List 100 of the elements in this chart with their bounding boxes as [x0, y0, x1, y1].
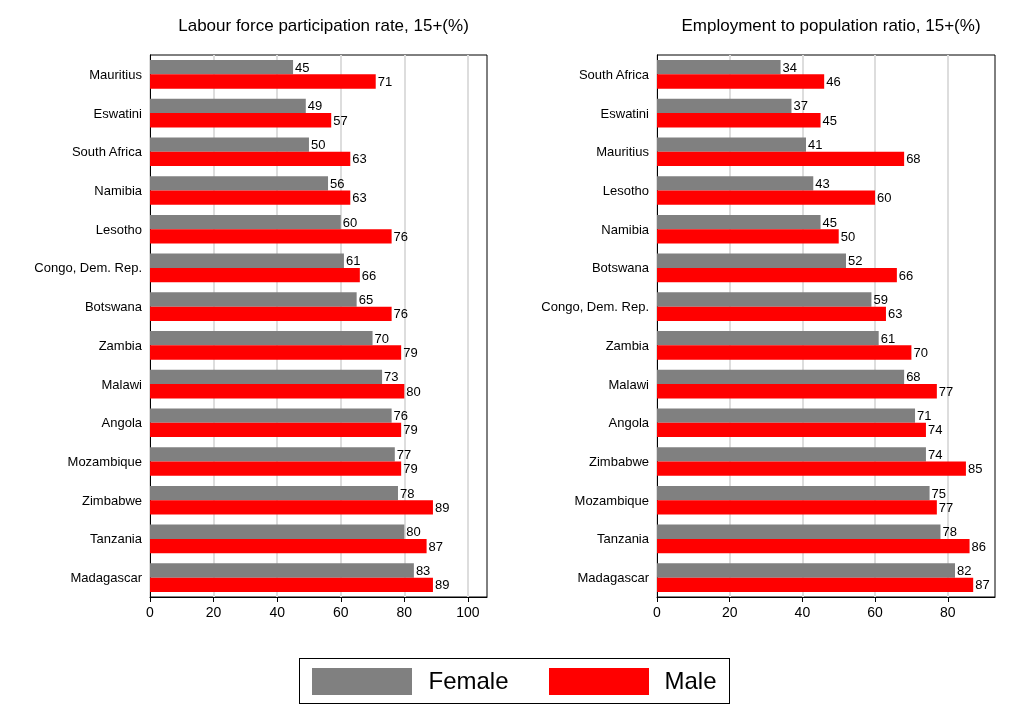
data-label: 73: [384, 369, 399, 385]
y-tick-label: South Africa: [578, 66, 650, 82]
data-label: 76: [393, 306, 409, 322]
y-tick-label: Mozambique: [67, 454, 142, 469]
chart-title: Labour force participation rate, 15+(%): [178, 16, 469, 35]
data-label: 77: [938, 383, 954, 399]
data-label: 45: [822, 214, 838, 230]
y-tick-label: Tanzania: [596, 531, 650, 547]
data-label: 71: [917, 408, 932, 424]
data-label: 60: [342, 214, 358, 230]
x-tick-label: 20: [205, 604, 222, 620]
bar: [150, 267, 360, 283]
data-label: 87: [428, 538, 444, 554]
data-label: 61: [880, 330, 896, 346]
y-tick-label: Mauritius: [89, 66, 143, 82]
data-label: 43: [815, 175, 830, 191]
data-label: 89: [434, 499, 450, 515]
data-label: 71: [377, 74, 393, 90]
data-label: 45: [295, 59, 310, 75]
data-label: 61: [345, 253, 361, 269]
y-tick-label: Lesotho: [602, 183, 649, 198]
data-label: 82: [957, 562, 972, 578]
x-tick-label: 40: [794, 604, 811, 620]
bar: [657, 485, 930, 501]
y-tick-label: Madagascar: [70, 570, 143, 586]
bar: [657, 331, 879, 346]
bar: [657, 461, 966, 476]
x-tick-label: 60: [867, 604, 884, 620]
data-label: 49: [307, 98, 323, 114]
bar: [657, 524, 941, 539]
chart-title: Employment to population ratio, 15+(%): [681, 16, 981, 35]
bar: [150, 292, 357, 307]
bar: [657, 422, 926, 438]
bar: [657, 151, 905, 167]
data-label: 50: [840, 228, 856, 244]
y-tick-label: Namibia: [94, 183, 143, 198]
data-label: 77: [396, 446, 412, 462]
y-tick-label: Botswana: [591, 260, 650, 276]
data-label: 63: [887, 306, 903, 322]
bar: [150, 500, 433, 515]
y-tick-label: Malawi: [101, 376, 143, 392]
bar: [150, 74, 376, 89]
y-tick-label: Eswatini: [600, 105, 650, 121]
bar: [657, 563, 956, 578]
y-tick-label: Lesotho: [95, 221, 142, 237]
bar: [657, 538, 970, 554]
bar: [657, 292, 872, 307]
data-label: 78: [942, 524, 957, 540]
data-label: 60: [877, 190, 892, 206]
data-label: 66: [361, 267, 377, 283]
bar: [657, 137, 807, 152]
bar: [150, 447, 395, 462]
x-tick-label: 60: [332, 604, 349, 620]
y-tick-label: Zambia: [98, 337, 143, 353]
y-tick-label: Madagascar: [577, 570, 650, 586]
bar: [657, 447, 926, 462]
data-label: 83: [415, 562, 431, 578]
bar: [657, 500, 937, 515]
bar: [150, 176, 329, 191]
bar: [657, 176, 814, 191]
data-label: 34: [782, 59, 798, 75]
y-tick-label: Namibia: [601, 221, 650, 237]
bar: [150, 369, 383, 385]
y-tick-label: Mauritius: [596, 144, 650, 160]
data-label: 79: [403, 461, 418, 477]
y-tick-label: Congo, Dem. Rep.: [541, 299, 649, 315]
bar: [657, 408, 916, 423]
data-label: 77: [938, 499, 954, 515]
bar: [657, 113, 821, 128]
bar: [657, 384, 937, 399]
y-tick-label: Angola: [101, 415, 143, 431]
bar: [657, 577, 974, 592]
bar: [150, 98, 306, 114]
data-label: 78: [399, 485, 415, 501]
data-label: 66: [898, 267, 914, 283]
bar: [657, 190, 876, 205]
bar: [657, 345, 912, 360]
x-tick-label: 20: [721, 604, 738, 620]
y-tick-label: Mozambique: [574, 492, 649, 508]
bar: [150, 214, 341, 230]
y-tick-label: South Africa: [71, 144, 143, 160]
bar: [657, 229, 839, 244]
data-label: 68: [906, 369, 921, 385]
y-tick-label: Angola: [608, 415, 650, 431]
bar: [657, 98, 792, 114]
y-tick-label: Congo, Dem. Rep.: [34, 260, 142, 276]
bar: [657, 253, 846, 268]
data-label: 63: [352, 151, 367, 167]
bar: [150, 190, 351, 205]
data-label: 74: [927, 422, 943, 438]
bar: [150, 422, 402, 438]
x-tick-label: 40: [269, 604, 286, 620]
data-label: 75: [931, 485, 947, 501]
data-label: 85: [967, 461, 983, 477]
data-label: 41: [808, 137, 823, 153]
data-label: 70: [374, 330, 390, 346]
bar: [150, 485, 398, 501]
bar: [150, 538, 427, 554]
bar: [150, 461, 402, 476]
x-tick-label: 80: [939, 604, 956, 620]
